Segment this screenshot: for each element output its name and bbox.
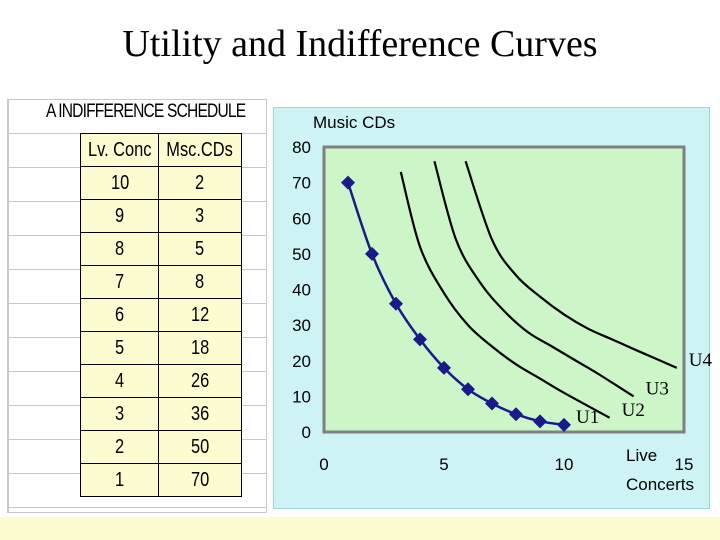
y-tick-label: 80 [292,138,311,157]
curve-u2 [399,171,611,419]
table-cell: 5 [158,232,242,266]
x-axis-label-line2: Concerts [626,475,694,494]
curve-u4 [464,160,678,369]
x-axis-label-line1: Live [626,446,657,465]
table-cell: 8 [79,232,160,266]
data-point-marker [341,175,355,190]
table-row: 10 2 [79,166,242,200]
data-point-marker [485,396,499,411]
data-point-marker [533,414,547,429]
table-row: 1 70 [79,463,242,497]
data-point-marker [389,296,403,311]
table-cell: 5 [79,331,160,365]
x-tick-label: 15 [675,455,694,474]
table-row: 3 36 [79,397,242,431]
table-header-row: Lv. Conc Msc.CDs [79,133,242,167]
table-cell: 18 [158,331,242,365]
x-tick-label: 5 [439,455,448,474]
y-tick-label: 20 [292,352,311,371]
table-cell: 9 [79,199,160,233]
curve-label-u2: U2 [622,400,645,421]
data-point-marker [365,246,379,261]
table-cell: 70 [158,463,242,497]
footer-band [0,517,720,540]
y-tick-label: 60 [292,209,311,228]
curve-label-u3: U3 [646,378,669,399]
table-cell: 3 [79,397,160,431]
table-row: 6 12 [79,298,242,332]
header-music-cds: Msc.CDs [158,133,242,167]
curve-label-u4: U4 [689,350,713,371]
schedule-title: A INDIFFERENCE SCHEDULE [46,101,246,122]
y-tick-label: 30 [292,316,311,335]
slide-title: Utility and Indifference Curves [122,23,598,65]
y-axis-label: Music CDs [313,113,395,132]
table-cell: 7 [79,265,160,299]
table-cell: 6 [79,298,160,332]
y-tick-label: 50 [292,245,311,264]
x-tick-label: 0 [319,455,328,474]
plot-area [322,145,686,434]
y-tick-label: 70 [292,174,311,193]
table-cell: 8 [158,265,242,299]
table-cell: 3 [158,199,242,233]
data-point-marker [461,382,475,397]
y-tick-label: 10 [292,387,311,406]
data-point-marker [437,360,451,375]
data-point-marker [509,407,523,422]
data-point-marker [557,417,571,432]
table-cell: 10 [79,166,160,200]
table-row: 5 18 [79,331,242,365]
table-cell: 4 [79,364,160,398]
table-cell: 50 [158,430,242,464]
curve-u3 [433,160,635,398]
data-point-marker [413,332,427,347]
x-tick-label: 10 [555,455,574,474]
table-cell: 2 [79,430,160,464]
table-row: 2 50 [79,430,242,464]
curve-u1 [346,182,565,427]
table-cell: 2 [158,166,242,200]
y-tick-label: 0 [302,423,311,442]
y-tick-label: 40 [292,281,311,300]
header-live-concerts: Lv. Conc [79,133,160,167]
curve-label-u1: U1 [576,407,599,428]
table-cell: 1 [79,463,160,497]
